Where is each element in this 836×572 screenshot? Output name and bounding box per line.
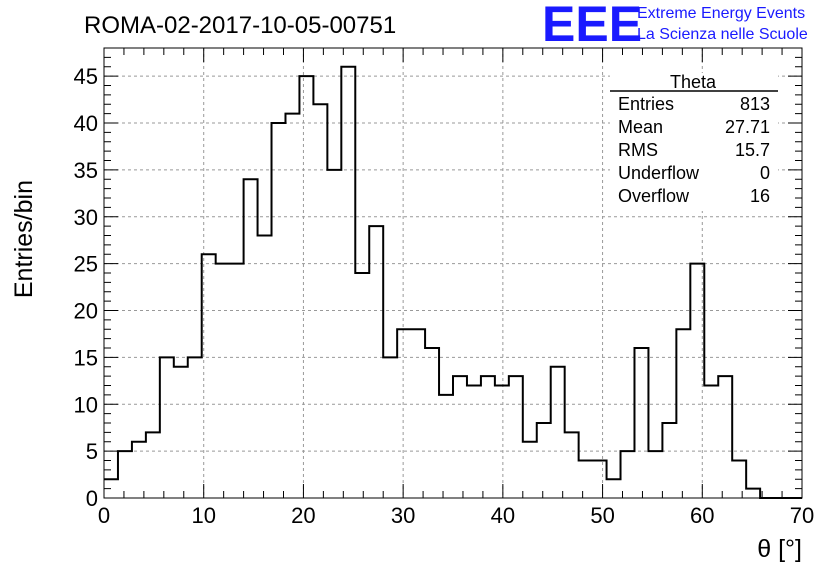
y-tick-label: 40 <box>74 111 98 136</box>
stats-label-entries: Entries <box>618 94 674 114</box>
x-tick-label: 70 <box>790 503 814 528</box>
y-tick-label: 5 <box>86 439 98 464</box>
x-tick-label: 50 <box>590 503 614 528</box>
y-tick-label: 0 <box>86 486 98 511</box>
y-tick-label: 15 <box>74 345 98 370</box>
x-tick-label: 40 <box>491 503 515 528</box>
stats-value-rms: 15.7 <box>735 140 770 160</box>
histogram-series-line <box>104 65 802 499</box>
stats-box-title: Theta <box>670 72 717 92</box>
x-tick-label: 60 <box>690 503 714 528</box>
stats-box: Theta Entries 813 Mean 27.71 RMS 15.7 Underflo… <box>610 72 778 211</box>
stats-value-mean: 27.71 <box>725 117 770 137</box>
x-tick-labels: 0 10 20 30 40 50 60 70 <box>98 503 814 528</box>
y-axis-title: Entries/bin <box>10 180 38 298</box>
logo-line-2: La Scienza nelle Scuole <box>637 26 808 43</box>
stats-value-underflow: 0 <box>760 163 770 183</box>
x-axis-title: θ [°] <box>757 535 802 563</box>
x-tick-label: 30 <box>391 503 415 528</box>
plot-frame <box>103 47 803 499</box>
stats-label-rms: RMS <box>618 140 658 160</box>
y-tick-labels: 0 5 10 15 20 25 30 35 40 45 <box>74 64 98 511</box>
y-tick-label: 30 <box>74 205 98 230</box>
stats-label-underflow: Underflow <box>618 163 700 183</box>
stats-label-mean: Mean <box>618 117 663 137</box>
eee-logo-letters: EEE <box>542 0 642 52</box>
stats-box-background <box>610 73 778 211</box>
stats-value-entries: 813 <box>740 94 770 114</box>
y-tick-label: 25 <box>74 252 98 277</box>
y-tick-label: 20 <box>74 299 98 324</box>
logo-line-1: Extreme Energy Events <box>637 5 805 22</box>
stats-value-overflow: 16 <box>750 186 770 206</box>
y-tick-label: 10 <box>74 392 98 417</box>
y-tick-label: 35 <box>74 158 98 183</box>
x-tick-label: 0 <box>98 503 110 528</box>
stats-label-overflow: Overflow <box>618 186 690 206</box>
x-tick-label: 10 <box>191 503 215 528</box>
y-tick-label: 45 <box>74 64 98 89</box>
x-tick-label: 20 <box>291 503 315 528</box>
chart-title: ROMA-02-2017-10-05-00751 <box>84 12 396 39</box>
